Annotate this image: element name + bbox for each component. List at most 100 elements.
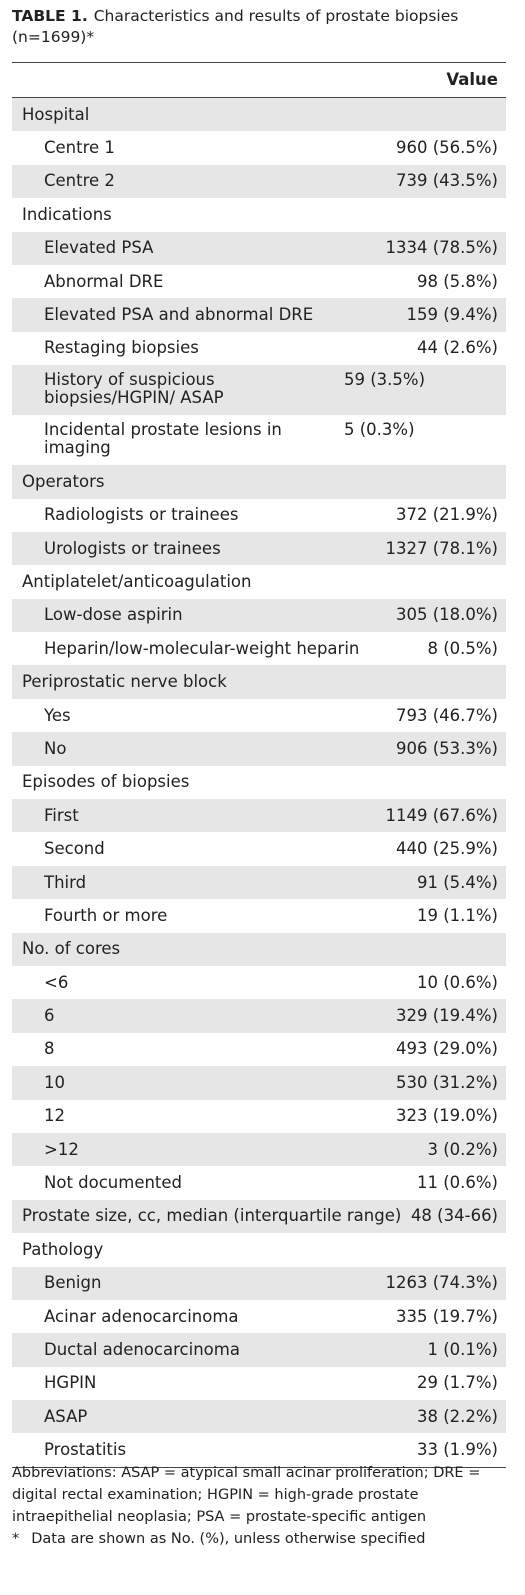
row-value: 960 (56.5%): [395, 138, 498, 158]
row-value: 1263 (74.3%): [385, 1273, 498, 1293]
item-row: Acinar adenocarcinoma 335 (19.7%): [12, 1300, 506, 1333]
item-row: HGPIN 29 (1.7%): [12, 1367, 506, 1400]
group-row: Antiplatelet/anticoagulation: [12, 565, 506, 598]
row-label: Urologists or trainees: [44, 538, 221, 558]
row-label: Episodes of biopsies: [22, 772, 190, 792]
group-row: No. of cores: [12, 932, 506, 966]
row-value: 29 (1.7%): [416, 1373, 498, 1393]
group-row: Operators: [12, 465, 506, 499]
row-label: First: [44, 805, 79, 825]
item-row: 12 323 (19.0%): [12, 1100, 506, 1133]
row-value: 19 (1.1%): [416, 905, 498, 925]
row-label: Hospital: [22, 104, 90, 124]
row-label: Antiplatelet/anticoagulation: [22, 571, 252, 591]
header-row: Value: [12, 63, 506, 98]
row-value: 44 (2.6%): [416, 338, 498, 358]
row-label: Yes: [44, 705, 71, 725]
row-value: 793 (46.7%): [395, 705, 498, 725]
row-label: Second: [44, 839, 105, 859]
row-label: Radiologists or trainees: [44, 505, 239, 525]
row-label: Fourth or more: [44, 905, 168, 925]
group-row: Pathology: [12, 1233, 506, 1266]
row-value: 530 (31.2%): [395, 1072, 498, 1092]
row-label: HGPIN: [44, 1373, 97, 1393]
row-value: 1327 (78.1%): [385, 538, 498, 558]
row-label: No. of cores: [22, 939, 121, 959]
row-label: Centre 2: [44, 171, 115, 191]
item-row: Urologists or trainees 1327 (78.1%): [12, 531, 506, 566]
row-value: 1 (0.1%): [427, 1339, 498, 1359]
row-value: 10 (0.6%): [416, 972, 498, 992]
item-row: Radiologists or trainees 372 (21.9%): [12, 499, 506, 532]
item-row: Prostatitis 33 (1.9%): [12, 1433, 506, 1466]
row-value: 440 (25.9%): [395, 839, 498, 859]
row-value: 305 (18.0%): [395, 605, 498, 625]
row-label: No: [44, 738, 67, 758]
row-value: 323 (19.0%): [395, 1106, 498, 1126]
abbreviations: Abbreviations: ASAP = atypical small aci…: [12, 1465, 481, 1525]
item-row: Not documented 11 (0.6%): [12, 1166, 506, 1199]
item-row: Second 440 (25.9%): [12, 832, 506, 865]
row-label: <6: [44, 972, 69, 992]
row-label: Incidental prostate lesions in imaging: [44, 420, 282, 458]
row-label: Prostate size, cc, median (interquartile…: [22, 1206, 402, 1226]
row-label: Elevated PSA: [44, 238, 154, 258]
row-label: Prostatitis: [44, 1440, 127, 1460]
item-row: ASAP 38 (2.2%): [12, 1400, 506, 1434]
table-title: TABLE 1. Characteristics and results of p…: [12, 6, 512, 48]
row-label: Indications: [22, 204, 112, 224]
row-label: 10: [44, 1072, 65, 1092]
row-label: Operators: [22, 471, 105, 491]
item-row: >12 3 (0.2%): [12, 1132, 506, 1167]
table-number: TABLE 1.: [12, 7, 88, 25]
title-text: Characteristics and results of prostate …: [12, 7, 459, 46]
row-label: >12: [44, 1139, 79, 1159]
row-value: 739 (43.5%): [395, 171, 498, 191]
item-row: Restaging biopsies 44 (2.6%): [12, 332, 506, 365]
row-value: 8 (0.5%): [427, 638, 498, 658]
item-row: 10 530 (31.2%): [12, 1066, 506, 1100]
note: * Data are shown as No. (%), unless other…: [12, 1528, 512, 1550]
row-label: Acinar adenocarcinoma: [44, 1306, 239, 1326]
row-value: 906 (53.3%): [395, 738, 498, 758]
note-symbol: *: [12, 1531, 20, 1547]
group-row: Indications: [12, 198, 506, 231]
row-value: 91 (5.4%): [416, 872, 498, 892]
item-row: Incidental prostate lesions in imaging 5 …: [12, 415, 506, 465]
row-value: 38 (2.2%): [416, 1406, 498, 1426]
item-row: Elevated PSA and abnormal DRE 159 (9.4%): [12, 298, 506, 332]
item-row: Yes 793 (46.7%): [12, 699, 506, 732]
group-row: Periprostatic nerve block: [12, 665, 506, 699]
row-label: ASAP: [44, 1406, 88, 1426]
row-value: 59 (3.5%): [344, 370, 426, 390]
row-label: Abnormal DRE: [44, 271, 164, 291]
row-label: Heparin/low-molecular-weight heparin: [44, 638, 360, 658]
row-label: Not documented: [44, 1173, 183, 1193]
row-value: 372 (21.9%): [395, 505, 498, 525]
row-value: 98 (5.8%): [416, 271, 498, 291]
item-row: Centre 1 960 (56.5%): [12, 131, 506, 164]
item-row: Third 91 (5.4%): [12, 865, 506, 900]
row-value: 493 (29.0%): [395, 1039, 498, 1059]
row-label: Restaging biopsies: [44, 338, 199, 358]
row-value: 329 (19.4%): [395, 1006, 498, 1026]
row-label: 8: [44, 1039, 55, 1059]
row-value: 33 (1.9%): [416, 1440, 498, 1460]
row-value: 3 (0.2%): [427, 1139, 498, 1159]
column-header: Value: [446, 70, 498, 89]
item-row: <6 10 (0.6%): [12, 966, 506, 999]
row-value: 1334 (78.5%): [385, 238, 498, 258]
row-label: 6: [44, 1006, 55, 1026]
item-row: Benign 1263 (74.3%): [12, 1266, 506, 1300]
item-row: Heparin/low-molecular-weight heparin 8 (0…: [12, 632, 506, 665]
footnotes: Abbreviations: ASAP = atypical small aci…: [12, 1462, 512, 1550]
note-text: Data are shown as No. (%), unless otherw…: [31, 1531, 426, 1547]
row-label: Ductal adenocarcinoma: [44, 1339, 240, 1359]
item-row: Abnormal DRE 98 (5.8%): [12, 265, 506, 298]
row-label: 12: [44, 1106, 65, 1126]
item-row: History of suspicious biopsies/HGPIN/ AS…: [12, 365, 506, 416]
row-value: 11 (0.6%): [416, 1173, 498, 1193]
item-row: 8 493 (29.0%): [12, 1033, 506, 1066]
row-value: 5 (0.3%): [344, 420, 415, 440]
item-row: Centre 2 739 (43.5%): [12, 164, 506, 199]
